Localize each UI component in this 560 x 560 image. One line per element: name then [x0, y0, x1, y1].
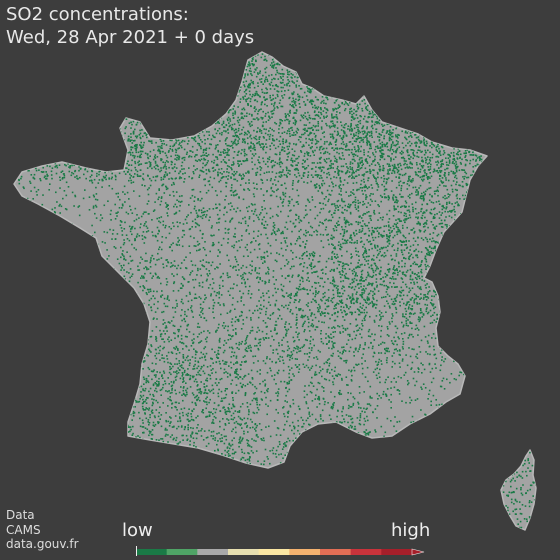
data-source: Data CAMS data.gouv.fr	[6, 508, 79, 552]
source-line-1: Data	[6, 508, 35, 522]
colorbar-segment	[381, 549, 413, 555]
colorbar	[136, 546, 425, 556]
colorbar-segment	[320, 549, 352, 555]
colorbar-segment	[166, 549, 198, 555]
colorbar-arrow	[411, 548, 425, 556]
colorbar-segment	[350, 549, 382, 555]
title-line-1: SO2 concentrations:	[6, 4, 189, 25]
colorbar-segment	[289, 549, 321, 555]
legend-high-label: high	[391, 520, 431, 541]
france-mainland-land	[13, 51, 488, 469]
corsica-land	[500, 449, 537, 531]
colorbar-segment	[228, 549, 260, 555]
legend-low-label: low	[122, 520, 153, 541]
colorbar-segment	[258, 549, 290, 555]
map-title: SO2 concentrations: Wed, 28 Apr 2021 + 0…	[6, 3, 254, 49]
title-line-2: Wed, 28 Apr 2021 + 0 days	[6, 27, 255, 48]
source-line-3: data.gouv.fr	[6, 537, 79, 551]
colorbar-segment	[136, 549, 168, 555]
colorbar-segment	[197, 549, 229, 555]
source-line-2: CAMS	[6, 522, 41, 537]
